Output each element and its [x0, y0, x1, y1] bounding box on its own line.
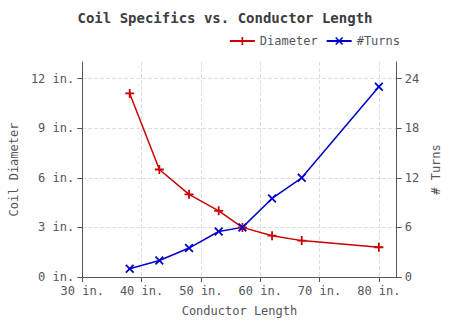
- svg-text:9 in.: 9 in.: [38, 121, 74, 135]
- svg-text:18: 18: [405, 121, 419, 135]
- svg-text:12 in.: 12 in.: [31, 72, 74, 86]
- svg-text:Coil Diameter: Coil Diameter: [7, 123, 21, 217]
- svg-text:50 in.: 50 in.: [179, 284, 222, 298]
- svg-text:#Turns: #Turns: [357, 34, 400, 48]
- svg-text:70 in.: 70 in.: [298, 284, 341, 298]
- svg-text:24: 24: [405, 72, 419, 86]
- svg-text:Coil Specifics vs. Conductor L: Coil Specifics vs. Conductor Length: [77, 10, 372, 26]
- svg-text:60 in.: 60 in.: [239, 284, 282, 298]
- svg-text:40 in.: 40 in.: [120, 284, 163, 298]
- svg-text:0: 0: [405, 270, 412, 284]
- svg-text:6 in.: 6 in.: [38, 171, 74, 185]
- svg-text:30 in.: 30 in.: [61, 284, 104, 298]
- svg-text:80 in.: 80 in.: [357, 284, 400, 298]
- svg-text:6: 6: [405, 220, 412, 234]
- svg-text:0 in.: 0 in.: [38, 270, 74, 284]
- svg-text:3 in.: 3 in.: [38, 220, 74, 234]
- svg-text:12: 12: [405, 171, 419, 185]
- svg-text:Diameter: Diameter: [260, 34, 318, 48]
- svg-text:# Turns: # Turns: [429, 144, 443, 195]
- svg-text:Conductor Length: Conductor Length: [182, 304, 298, 318]
